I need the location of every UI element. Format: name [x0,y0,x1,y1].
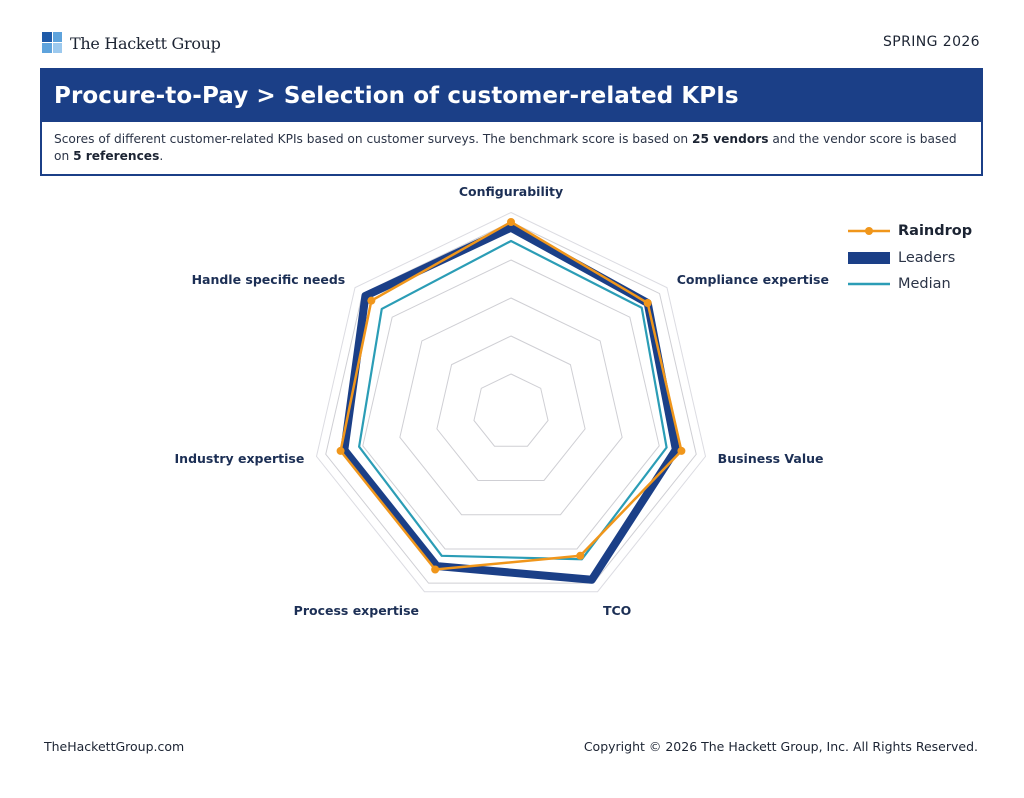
raindrop-point-industry-expertise [336,446,345,455]
grid-ring-5 [325,221,697,584]
legend-label-median: Median [898,276,951,293]
description-text-2: and the vendor score is based on [54,132,957,163]
grid-ring-4 [362,259,660,550]
series-leaders-line [340,223,680,584]
page-title: Procure-to-Pay > Selection of customer-r… [54,83,739,109]
reference-count: 5 references [73,148,160,163]
legend-item-raindrop[interactable]: Raindrop [848,218,972,245]
raindrop-point-tco [576,551,585,560]
raindrop-point-compliance-expertise [643,299,652,308]
radar-chart: Configurability Compliance expertise Busin… [175,184,829,618]
axis-label-industry-expertise: Industry expertise [175,451,305,466]
grid-ring-3 [399,297,623,516]
raindrop-point-handle-specific-needs [367,296,376,305]
brand-logo[interactable]: The Hackett Group [42,32,221,54]
legend-item-leaders[interactable]: Leaders [848,245,972,272]
brand-name: The Hackett Group [70,33,221,53]
legend-label-raindrop: Raindrop [898,223,973,240]
raindrop-point-configurability [507,218,515,226]
series-median-line [358,239,668,561]
legend-swatch-leaders [848,251,890,264]
grid-ring-2 [436,335,586,481]
hackett-logo-icon [42,32,64,54]
website-link[interactable]: TheHackettGroup.com [44,739,185,754]
title-bar: Procure-to-Pay > Selection of customer-r… [42,70,981,122]
chart-description: Scores of different customer-related KPI… [42,122,981,164]
raindrop-point-business-value [677,446,686,455]
legend-swatch-raindrop [848,227,890,236]
description-text-3: . [159,148,164,163]
axis-label-process-expertise: Process expertise [294,603,419,618]
legend-label-leaders: Leaders [898,249,956,266]
axis-label-compliance-expertise: Compliance expertise [677,272,829,287]
description-text-1: Scores of different customer-related KPI… [54,132,693,146]
axis-label-tco: TCO [603,603,631,618]
axis-label-handle-specific-needs: Handle specific needs [192,272,346,287]
chart-legend: Raindrop Leaders Median [848,218,972,298]
legend-swatch-median [848,283,890,286]
axis-label-configurability: Configurability [459,184,563,199]
axis-label-business-value: Business Value [718,451,824,466]
raindrop-point-process-expertise [431,565,440,574]
vendor-count: 25 vendors [692,132,769,146]
edition-label: SPRING 2026 [883,34,980,50]
series-raindrop-line [339,220,683,571]
title-panel: Procure-to-Pay > Selection of customer-r… [40,68,983,176]
copyright-text: Copyright © 2026 The Hackett Group, Inc.… [583,739,978,754]
grid-ring-outer [315,211,707,593]
legend-item-median[interactable]: Median [848,271,972,298]
grid-ring-1 [473,373,549,447]
top-bar: The Hackett Group SPRING 2026 [42,30,980,56]
